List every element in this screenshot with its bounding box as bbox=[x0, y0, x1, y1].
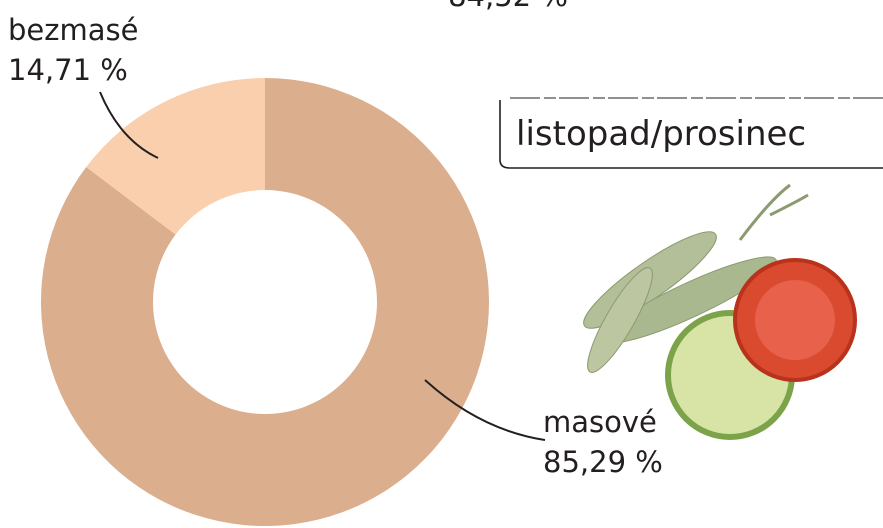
vegetables-illustration bbox=[574, 185, 855, 437]
slice-name: masové bbox=[543, 405, 657, 439]
slice-value-label: 14,71 % bbox=[8, 53, 128, 87]
cropped-label: 84,52 % bbox=[448, 0, 568, 13]
annotation-text: listopad/prosinec bbox=[516, 114, 806, 154]
slice-value-label: 85,29 % bbox=[543, 445, 663, 479]
donut bbox=[41, 78, 489, 526]
slice-name: bezmasé bbox=[8, 13, 138, 47]
chart: 84,52 % listopad/prosinec masové 85,29 % b… bbox=[0, 0, 883, 528]
stem bbox=[740, 185, 808, 240]
tomato-inner bbox=[755, 280, 835, 360]
annotation-box: listopad/prosinec bbox=[500, 98, 883, 168]
